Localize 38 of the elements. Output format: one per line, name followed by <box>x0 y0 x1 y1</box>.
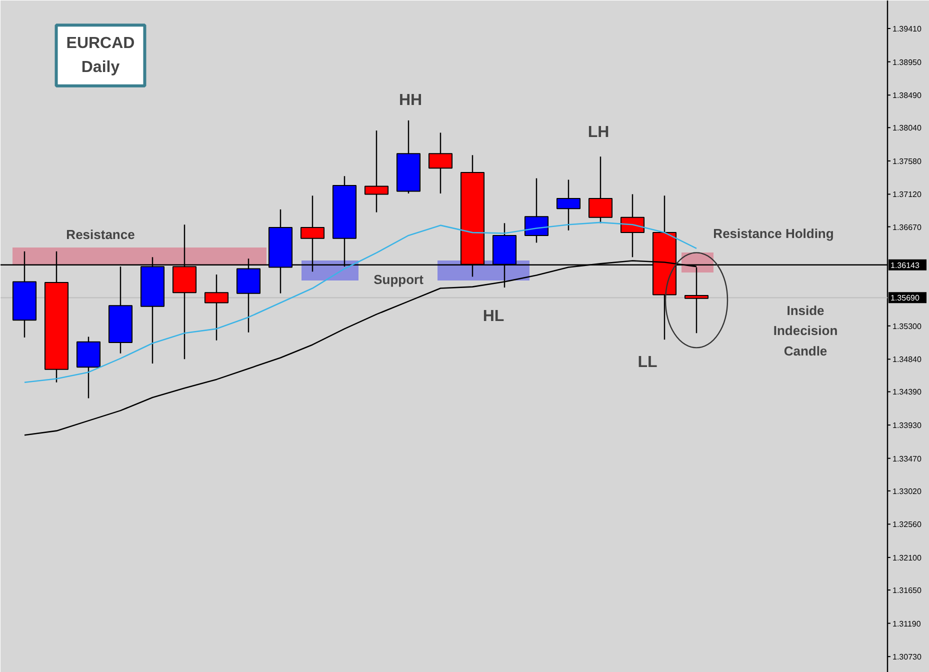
ref-line-label: 1.36143 <box>890 260 920 270</box>
y-tick-label: 1.35300 <box>892 322 922 331</box>
ref-line-label: 1.35690 <box>890 294 920 303</box>
y-tick-label: 1.32100 <box>892 553 922 562</box>
text: EURCAD <box>66 35 135 52</box>
candlestick <box>556 179 581 231</box>
candlestick <box>588 156 613 224</box>
annotation: HH <box>398 92 422 109</box>
annotation: LL <box>638 354 658 371</box>
y-tick-label: 1.38490 <box>892 91 922 100</box>
candlestick <box>524 178 549 244</box>
y-tick-label: 1.30730 <box>892 652 922 662</box>
y-tick-label: 1.39410 <box>892 24 922 34</box>
y-tick-label: 1.37580 <box>892 156 922 166</box>
band-label: Resistance Holding <box>713 226 834 241</box>
y-tick-label: 1.34840 <box>892 355 922 364</box>
candlestick <box>428 132 453 194</box>
candlestick <box>364 130 389 213</box>
y-tick-label: 1.36670 <box>892 222 922 232</box>
y-tick-label: 1.34390 <box>892 388 922 397</box>
y-tick-label: 1.31190 <box>892 619 922 628</box>
line-series <box>24 222 698 383</box>
band-label: Support <box>374 272 424 287</box>
y-tick-label: 1.31650 <box>892 586 922 596</box>
annotation: HL <box>482 308 504 325</box>
y-tick-label: 1.33470 <box>892 454 922 464</box>
band-label: Resistance <box>66 227 135 242</box>
y-tick-label: 1.38950 <box>892 58 922 67</box>
y-tick-label: 1.37120 <box>892 190 922 200</box>
text: Daily <box>81 58 120 76</box>
y-tick-label: 1.32560 <box>892 520 922 530</box>
candlestick <box>204 274 229 341</box>
y-tick-label: 1.33930 <box>892 421 922 430</box>
text: Inside Indecision Candle <box>773 302 838 358</box>
candlestick <box>620 194 645 258</box>
annotation: LH <box>588 124 610 141</box>
y-tick-label: 1.38040 <box>892 124 922 133</box>
y-tick-label: 1.33020 <box>892 486 922 496</box>
